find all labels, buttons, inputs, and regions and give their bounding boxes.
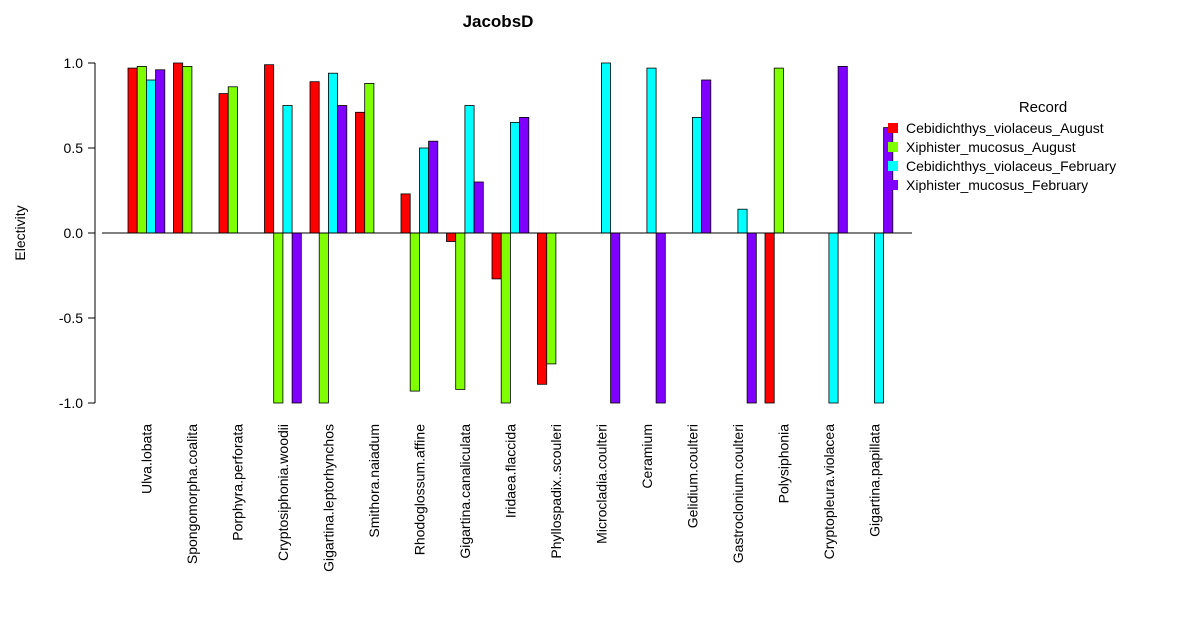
bar [173, 62, 184, 234]
y-tick-label: 0.5 [64, 140, 84, 156]
legend-swatch [888, 161, 898, 171]
category-label: Cryptosiphonia.woodii [275, 424, 291, 561]
legend-swatch [888, 142, 898, 152]
category-label: Gigartina.papillata [866, 424, 882, 537]
bar [155, 69, 166, 234]
category-label: Ulva.lobata [138, 424, 154, 494]
legend: Record Cebidichthys_violaceus_August Xiph… [888, 99, 1116, 193]
bar [282, 105, 293, 234]
bar [309, 81, 320, 234]
category-label: Gastroclonium.coulteri [730, 424, 746, 563]
category-label: Polysiphonia [775, 424, 791, 504]
bar [746, 232, 757, 404]
bar [364, 83, 375, 234]
bar [828, 232, 839, 404]
chart-title: JacobsD [463, 12, 534, 31]
bar [291, 232, 302, 404]
bar [764, 232, 775, 404]
category-label: Spongomorpha.coalita [184, 424, 200, 564]
legend-entry: Xiphister_mucosus_August [906, 139, 1076, 155]
y-tick-label: -0.5 [59, 310, 83, 326]
bar [455, 232, 466, 390]
category-label: Microcladia.coulteri [593, 424, 609, 544]
bar [446, 232, 457, 242]
bar [509, 122, 520, 234]
bar [701, 79, 712, 234]
bar [874, 232, 885, 404]
bar [227, 86, 238, 234]
bar [145, 79, 156, 234]
legend-swatch [888, 123, 898, 133]
bar [646, 67, 657, 234]
bar [337, 105, 348, 234]
legend-swatch [888, 180, 898, 190]
bar [546, 232, 557, 365]
category-label: Smithora.naiadum [366, 424, 382, 538]
category-label: Porphyra.perforata [229, 424, 245, 541]
bar [773, 67, 784, 234]
bar [318, 232, 329, 404]
y-tick-label: 0.0 [64, 225, 84, 241]
legend-entry: Xiphister_mucosus_February [906, 177, 1088, 193]
bar [692, 117, 703, 234]
bar [218, 93, 229, 234]
bar [500, 232, 511, 404]
bar [610, 232, 621, 404]
bar [464, 105, 475, 234]
bar [737, 208, 748, 234]
bar [837, 66, 848, 234]
bar [355, 111, 366, 234]
bar [519, 117, 530, 234]
bar [473, 181, 484, 234]
bar [136, 66, 147, 234]
bar [182, 66, 193, 234]
category-label: Phyllospadix..scouleri [548, 424, 564, 559]
legend-title: Record [1019, 99, 1067, 116]
legend-entry: Cebidichthys_violaceus_August [906, 120, 1104, 136]
y-axis: 1.0 0.5 0.0 -0.5 -1.0 [59, 55, 96, 411]
category-label: Ceramium [639, 424, 655, 489]
category-label: Gigartina.canaliculata [457, 424, 473, 559]
bar [491, 232, 502, 280]
legend-entry: Cebidichthys_violaceus_February [906, 158, 1116, 174]
bar [400, 193, 411, 234]
bar [655, 232, 666, 404]
category-labels: Ulva.lobata Spongomorpha.coalita Porphyra.… [138, 424, 882, 572]
category-label: Rhodoglossum.affine [411, 424, 427, 555]
category-label: Cryptopleura.violacea [821, 424, 837, 560]
bar [409, 232, 420, 392]
bars-group [127, 62, 894, 404]
bar [601, 62, 612, 234]
bar [418, 147, 429, 234]
bar [264, 64, 275, 234]
y-tick-label: -1.0 [59, 395, 83, 411]
category-label: Gigartina.leptorhynchos [320, 424, 336, 572]
y-tick-label: 1.0 [64, 55, 84, 71]
bar [327, 72, 338, 234]
bar [127, 67, 138, 234]
category-label: Iridaea.flaccida [502, 424, 518, 518]
bar [428, 140, 439, 234]
bar [537, 232, 548, 385]
bar [273, 232, 284, 404]
category-label: Gelidium.coulteri [684, 424, 700, 528]
y-axis-label: Electivity [12, 205, 28, 260]
